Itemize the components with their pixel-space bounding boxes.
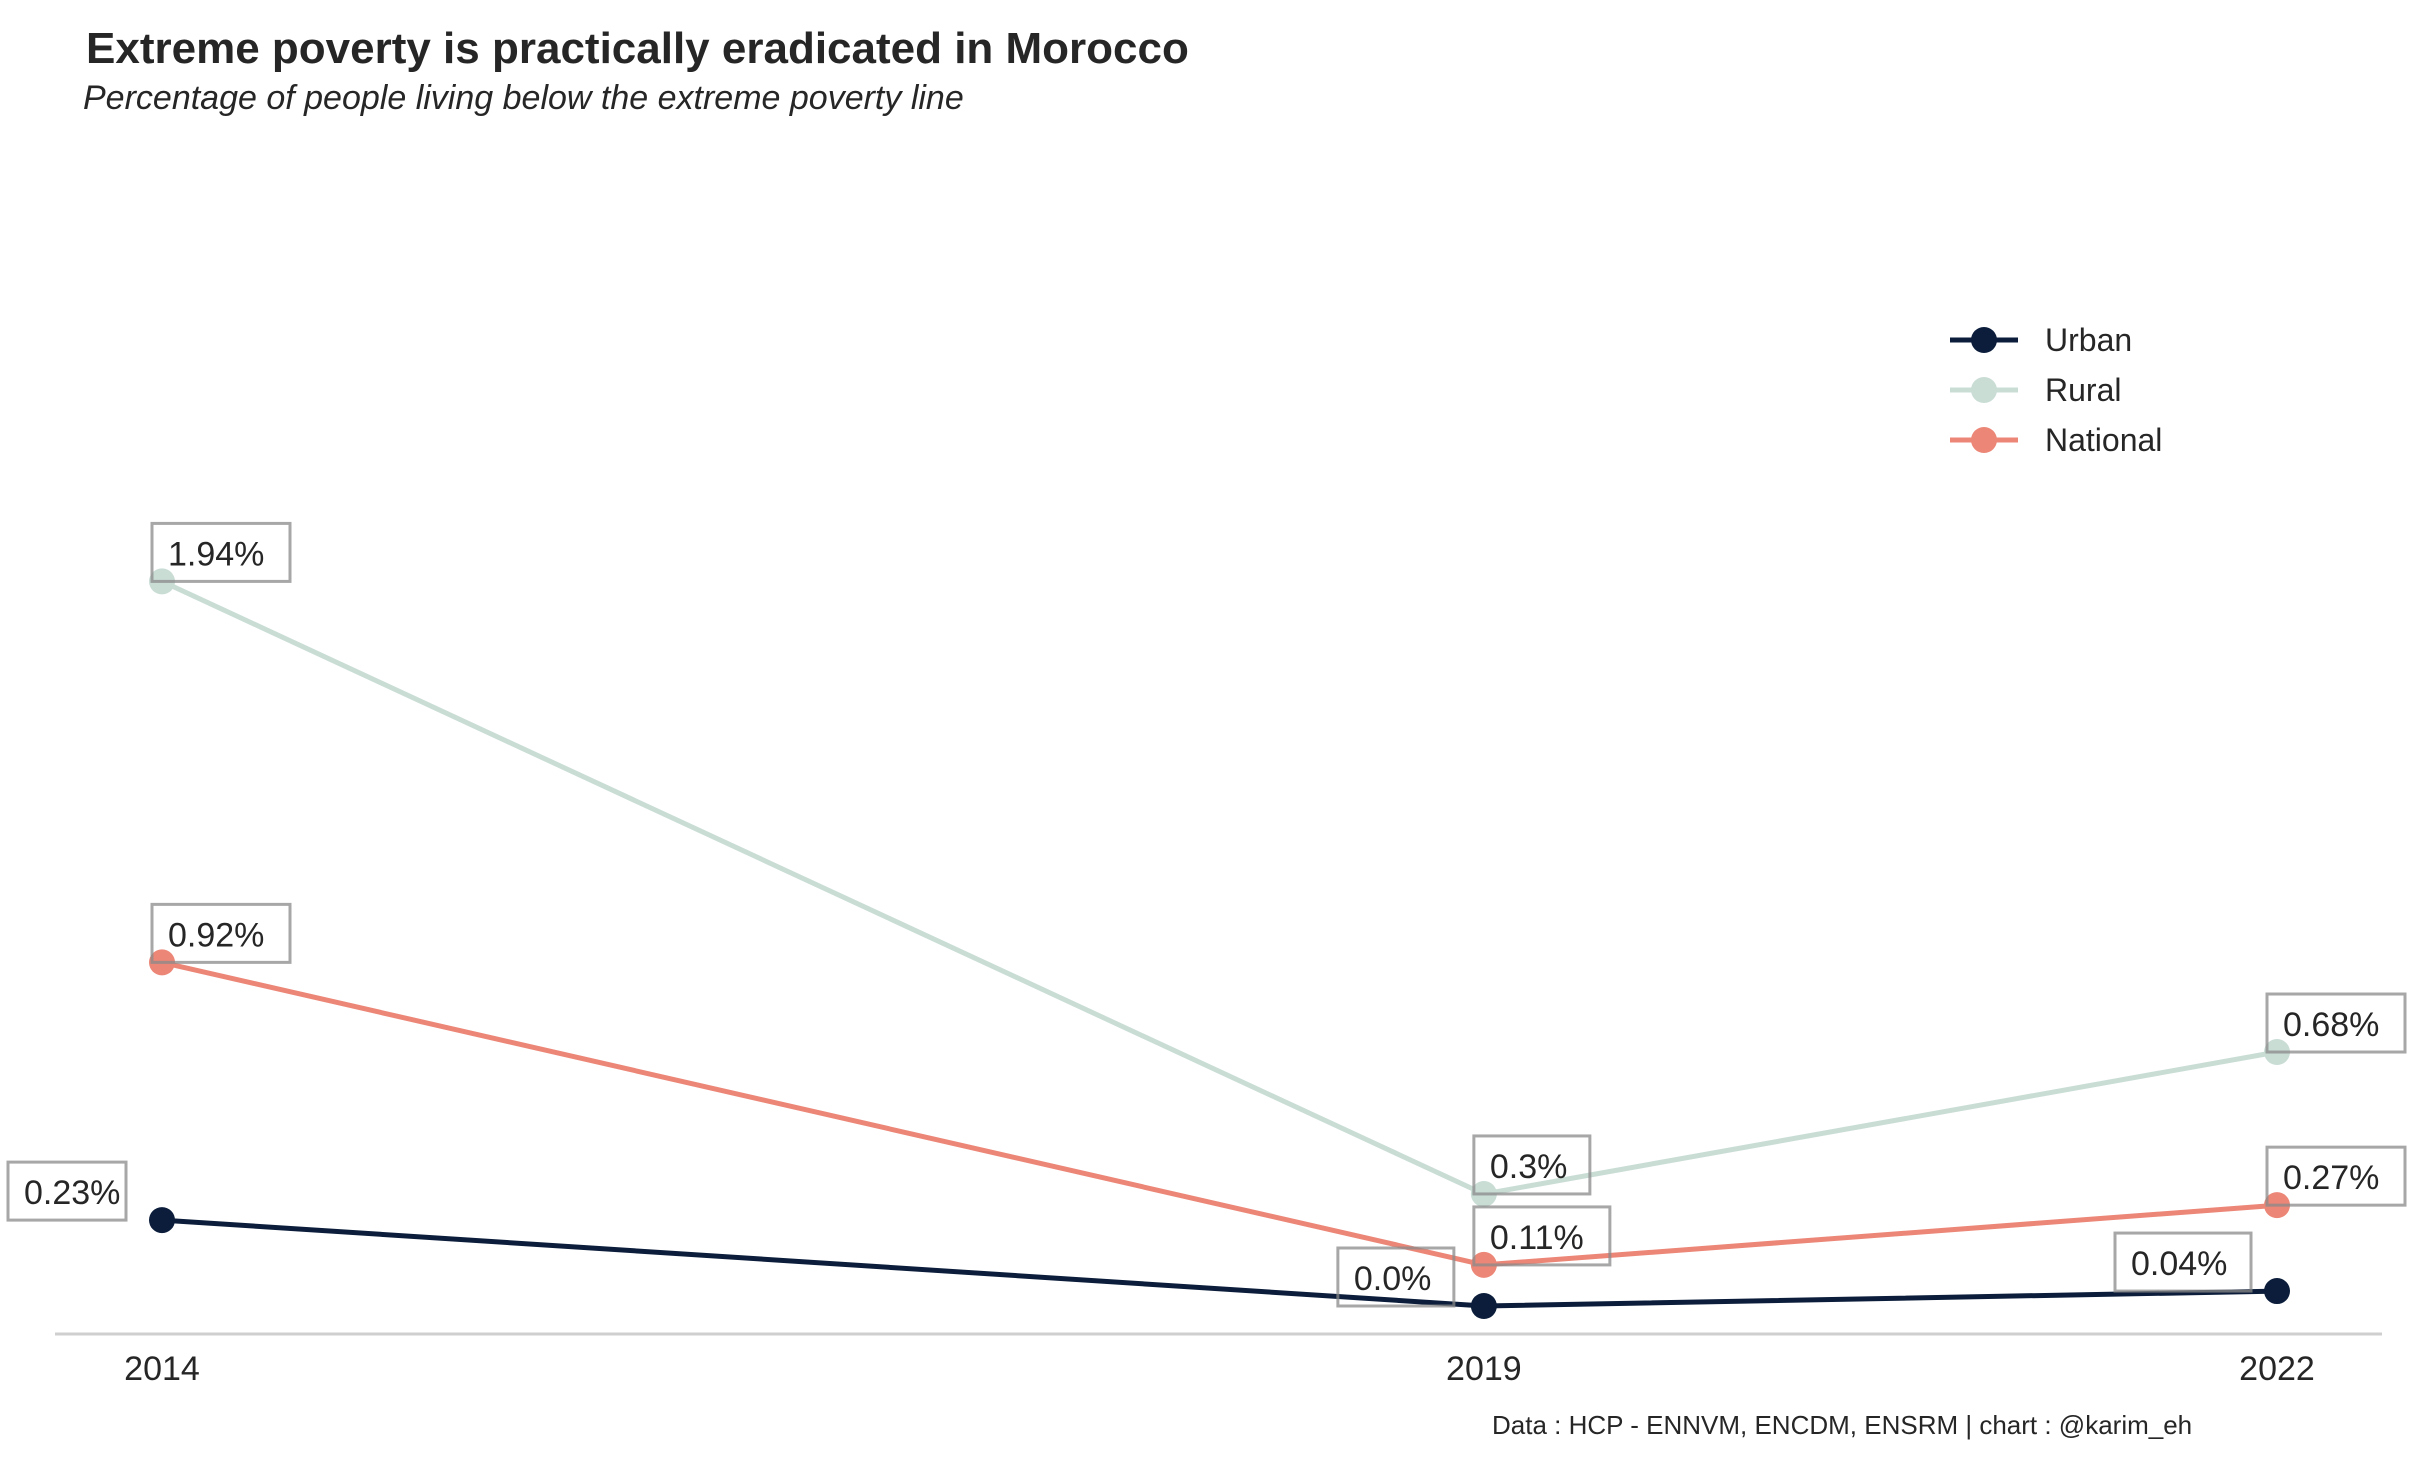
data-label-box bbox=[2265, 1145, 2407, 1207]
data-label-box bbox=[150, 902, 292, 964]
data-label-text: 0.23% bbox=[24, 1174, 120, 1212]
line-urban bbox=[159, 1217, 2280, 1309]
data-label-text: 0.04% bbox=[2131, 1245, 2227, 1283]
data-label-box bbox=[2265, 992, 2407, 1054]
data-label-national-2019: 0.11% bbox=[1472, 1205, 1612, 1267]
series-lines bbox=[159, 578, 2280, 1309]
legend-label: Urban bbox=[2045, 322, 2132, 358]
data-label-rural-2014: 1.94% bbox=[150, 521, 292, 583]
x-tick-label-2014: 2014 bbox=[124, 1350, 200, 1388]
data-label-box bbox=[1472, 1134, 1592, 1196]
legend-label: Rural bbox=[2045, 372, 2121, 408]
data-label-box bbox=[1472, 1205, 1612, 1267]
data-label-urban-2019: 0.0% bbox=[1336, 1246, 1456, 1308]
chart-subtitle: Percentage of people living below the ex… bbox=[83, 79, 964, 117]
line-national bbox=[159, 959, 2280, 1268]
source-note: Data : HCP - ENNVM, ENCDM, ENSRM | chart… bbox=[1492, 1410, 2192, 1440]
line-rural bbox=[159, 578, 2280, 1197]
data-label-text: 0.11% bbox=[1490, 1219, 1584, 1257]
data-label-text: 0.92% bbox=[168, 916, 264, 954]
legend-item-urban: Urban bbox=[1950, 322, 2132, 358]
data-label-box bbox=[1336, 1246, 1456, 1308]
data-label-text: 1.94% bbox=[168, 535, 264, 573]
point-urban-2014 bbox=[149, 1207, 175, 1234]
data-label-text: 0.0% bbox=[1354, 1260, 1432, 1298]
data-label-box bbox=[150, 521, 292, 583]
x-axis-ticks: 2014 2019 2022 bbox=[124, 1350, 2315, 1388]
data-label-urban-2014: 0.23% bbox=[6, 1160, 128, 1222]
data-label-text: 0.3% bbox=[1490, 1148, 1568, 1186]
data-label-box bbox=[6, 1160, 128, 1222]
data-label-urban-2022: 0.04% bbox=[2113, 1231, 2253, 1293]
legend-label: National bbox=[2045, 422, 2162, 458]
data-labels: 1.94% 0.3% 0.68% 0.92% 0.11% 0.27% 0.23% 0.0% 0.… bbox=[6, 521, 2407, 1308]
data-label-text: 0.27% bbox=[2283, 1159, 2379, 1197]
data-label-text: 0.68% bbox=[2283, 1006, 2379, 1044]
x-tick-label-2019: 2019 bbox=[1446, 1350, 1522, 1388]
data-label-rural-2022: 0.68% bbox=[2265, 992, 2407, 1054]
legend-item-national: National bbox=[1950, 422, 2162, 458]
x-tick-label-2022: 2022 bbox=[2239, 1350, 2315, 1388]
legend-swatch-marker bbox=[1971, 377, 1997, 403]
data-label-national-2014: 0.92% bbox=[150, 902, 292, 964]
legend-swatch-marker bbox=[1971, 327, 1997, 353]
point-urban-2022 bbox=[2264, 1278, 2290, 1305]
legend: Urban Rural National bbox=[1950, 322, 2162, 458]
legend-swatch-marker bbox=[1971, 427, 1997, 453]
data-label-national-2022: 0.27% bbox=[2265, 1145, 2407, 1207]
data-label-box bbox=[2113, 1231, 2253, 1293]
data-label-rural-2019: 0.3% bbox=[1472, 1134, 1592, 1196]
point-urban-2019 bbox=[1470, 1293, 1497, 1319]
legend-item-rural: Rural bbox=[1950, 372, 2121, 408]
chart-title: Extreme poverty is practically eradicate… bbox=[86, 24, 1189, 73]
